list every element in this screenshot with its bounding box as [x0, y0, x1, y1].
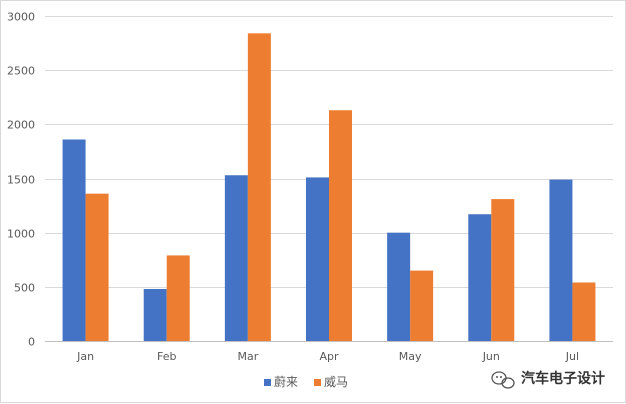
bar-may-series-2	[410, 270, 434, 341]
x-tick-label: Jul	[565, 350, 579, 363]
bar-jul-series-1	[549, 179, 573, 341]
x-tick-label: May	[399, 350, 422, 363]
legend-swatch	[314, 379, 321, 386]
y-tick-label: 3000	[7, 11, 35, 24]
bar-apr-series-2	[329, 110, 352, 341]
bar-jun-series-1	[468, 214, 492, 341]
legend: 蔚来 威马	[264, 375, 348, 389]
bar-mar-series-1	[224, 175, 248, 341]
wechat-icon	[491, 371, 515, 389]
bar-apr-series-1	[306, 177, 329, 341]
y-tick-label: 2000	[7, 119, 35, 132]
legend-swatch	[264, 379, 271, 386]
x-tick-label: Mar	[237, 350, 258, 363]
x-tick-label: Jan	[76, 350, 94, 363]
bar-feb-series-2	[166, 255, 190, 341]
watermark: 汽车电子设计	[491, 370, 605, 389]
bar-jun-series-2	[491, 199, 515, 341]
x-axis-tick-labels: Jan Feb Mar Apr May Jun Jul	[76, 350, 579, 363]
watermark-text: 汽车电子设计	[521, 370, 605, 387]
bar-may-series-1	[387, 232, 411, 341]
legend-label: 蔚来	[274, 375, 298, 389]
bar-mar-series-2	[247, 33, 271, 341]
y-tick-label: 500	[14, 282, 35, 295]
y-tick-label: 1000	[7, 228, 35, 241]
x-tick-label: Feb	[157, 350, 176, 363]
y-axis-tick-labels: 0 500 1000 1500 2000 2500 3000	[7, 11, 35, 349]
y-tick-label: 2500	[7, 65, 35, 78]
bar-jul-series-2	[572, 282, 596, 341]
bars	[62, 33, 596, 341]
y-tick-label: 0	[28, 336, 35, 349]
x-tick-label: Apr	[319, 350, 339, 363]
legend-label: 威马	[324, 375, 348, 389]
bar-feb-series-1	[143, 289, 167, 341]
bar-jan-series-2	[85, 193, 109, 341]
bar-jan-series-1	[62, 139, 86, 341]
x-tick-label: Jun	[482, 350, 500, 363]
y-tick-label: 1500	[7, 174, 35, 187]
